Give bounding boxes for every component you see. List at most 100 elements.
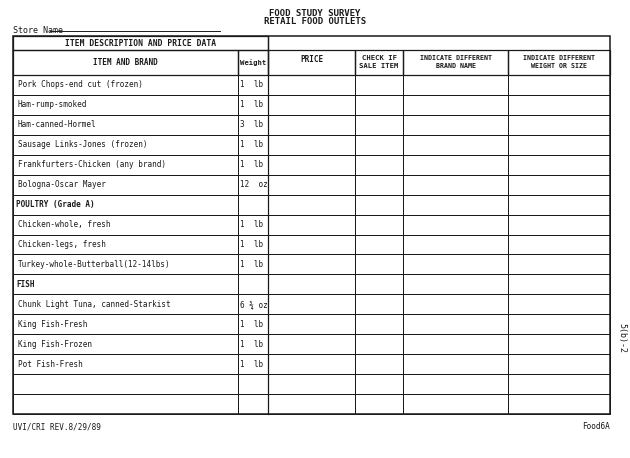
Bar	[238, 174, 268, 195]
Text: King Fish-Fresh: King Fish-Fresh	[18, 320, 88, 329]
Bar	[238, 294, 268, 314]
Bar	[355, 314, 403, 334]
Text: INDICATE DIFFERENT: INDICATE DIFFERENT	[420, 55, 491, 61]
Bar	[403, 195, 508, 215]
Bar	[508, 135, 610, 155]
Bar	[238, 50, 268, 75]
Bar	[508, 334, 610, 354]
Text: Ham-rump-smoked: Ham-rump-smoked	[18, 100, 88, 109]
Text: Pork Chops-end cut (frozen): Pork Chops-end cut (frozen)	[18, 81, 143, 89]
Bar	[238, 334, 268, 354]
Text: WEIGHT OR SIZE: WEIGHT OR SIZE	[531, 64, 587, 70]
Bar	[238, 354, 268, 374]
Bar	[508, 75, 610, 95]
Bar	[355, 115, 403, 135]
Bar	[355, 294, 403, 314]
Text: FISH: FISH	[16, 280, 35, 289]
Bar	[508, 394, 610, 414]
Text: Food6A: Food6A	[582, 422, 610, 431]
Bar	[508, 354, 610, 374]
Text: 12  oz: 12 oz	[240, 180, 268, 189]
Bar	[403, 174, 508, 195]
Bar	[355, 334, 403, 354]
Bar	[355, 50, 403, 75]
Bar	[355, 215, 403, 234]
Bar	[268, 195, 355, 215]
Bar	[355, 195, 403, 215]
Bar	[268, 115, 355, 135]
Text: Bologna-Oscar Mayer: Bologna-Oscar Mayer	[18, 180, 106, 189]
Text: PRICE: PRICE	[300, 55, 323, 64]
Text: Sausage Links-Jones (frozen): Sausage Links-Jones (frozen)	[18, 140, 147, 149]
Text: 1  lb: 1 lb	[240, 320, 263, 329]
Bar	[403, 374, 508, 394]
Bar	[268, 274, 355, 294]
Text: 3  lb: 3 lb	[240, 120, 263, 129]
Text: INDICATE DIFFERENT: INDICATE DIFFERENT	[523, 55, 595, 61]
Bar	[403, 234, 508, 255]
Text: 1  lb: 1 lb	[240, 100, 263, 109]
Bar	[508, 215, 610, 234]
Bar	[403, 314, 508, 334]
Bar	[508, 195, 610, 215]
Bar	[13, 75, 238, 95]
Bar	[13, 274, 238, 294]
Text: CHECK IF: CHECK IF	[362, 55, 396, 61]
Bar	[13, 36, 268, 50]
Bar	[508, 314, 610, 334]
Bar	[13, 135, 238, 155]
Bar	[238, 155, 268, 174]
Text: SALE ITEM: SALE ITEM	[359, 64, 399, 70]
Bar	[508, 374, 610, 394]
Bar	[13, 195, 238, 215]
Text: 1  lb: 1 lb	[240, 81, 263, 89]
Bar	[508, 155, 610, 174]
Text: 1  lb: 1 lb	[240, 220, 263, 229]
Bar	[355, 274, 403, 294]
Bar	[13, 155, 238, 174]
Bar	[13, 50, 238, 75]
Bar	[403, 115, 508, 135]
Bar	[13, 234, 238, 255]
Bar	[403, 274, 508, 294]
Text: RETAIL FOOD OUTLETS: RETAIL FOOD OUTLETS	[264, 17, 366, 26]
Bar	[238, 195, 268, 215]
Bar	[13, 314, 238, 334]
Bar	[508, 255, 610, 274]
Bar	[238, 255, 268, 274]
Bar	[238, 314, 268, 334]
Bar	[403, 75, 508, 95]
Bar	[268, 234, 355, 255]
Bar	[268, 255, 355, 274]
Text: UVI/CRI REV.8/29/89: UVI/CRI REV.8/29/89	[13, 422, 101, 431]
Bar	[238, 215, 268, 234]
Text: POULTRY (Grade A): POULTRY (Grade A)	[16, 200, 94, 209]
Bar	[403, 394, 508, 414]
Text: 1  lb: 1 lb	[240, 160, 263, 169]
Bar	[403, 135, 508, 155]
Text: 5(b)-2: 5(b)-2	[617, 323, 626, 353]
Text: Chicken-legs, fresh: Chicken-legs, fresh	[18, 240, 106, 249]
Bar	[13, 394, 238, 414]
Bar	[403, 334, 508, 354]
Bar	[238, 115, 268, 135]
Bar	[355, 75, 403, 95]
Text: King Fish-Frozen: King Fish-Frozen	[18, 340, 92, 349]
Text: 1  lb: 1 lb	[240, 140, 263, 149]
Text: 1  lb: 1 lb	[240, 360, 263, 369]
Bar	[508, 294, 610, 314]
Bar	[403, 50, 508, 75]
Bar	[238, 75, 268, 95]
Bar	[268, 50, 355, 75]
Bar	[508, 115, 610, 135]
Bar	[403, 215, 508, 234]
Bar	[268, 334, 355, 354]
Bar	[355, 234, 403, 255]
Bar	[268, 354, 355, 374]
Text: Chunk Light Tuna, canned-Starkist: Chunk Light Tuna, canned-Starkist	[18, 300, 171, 309]
Bar	[403, 294, 508, 314]
Text: 1  lb: 1 lb	[240, 240, 263, 249]
Text: Ham-canned-Hormel: Ham-canned-Hormel	[18, 120, 96, 129]
Bar	[355, 135, 403, 155]
Bar	[268, 294, 355, 314]
